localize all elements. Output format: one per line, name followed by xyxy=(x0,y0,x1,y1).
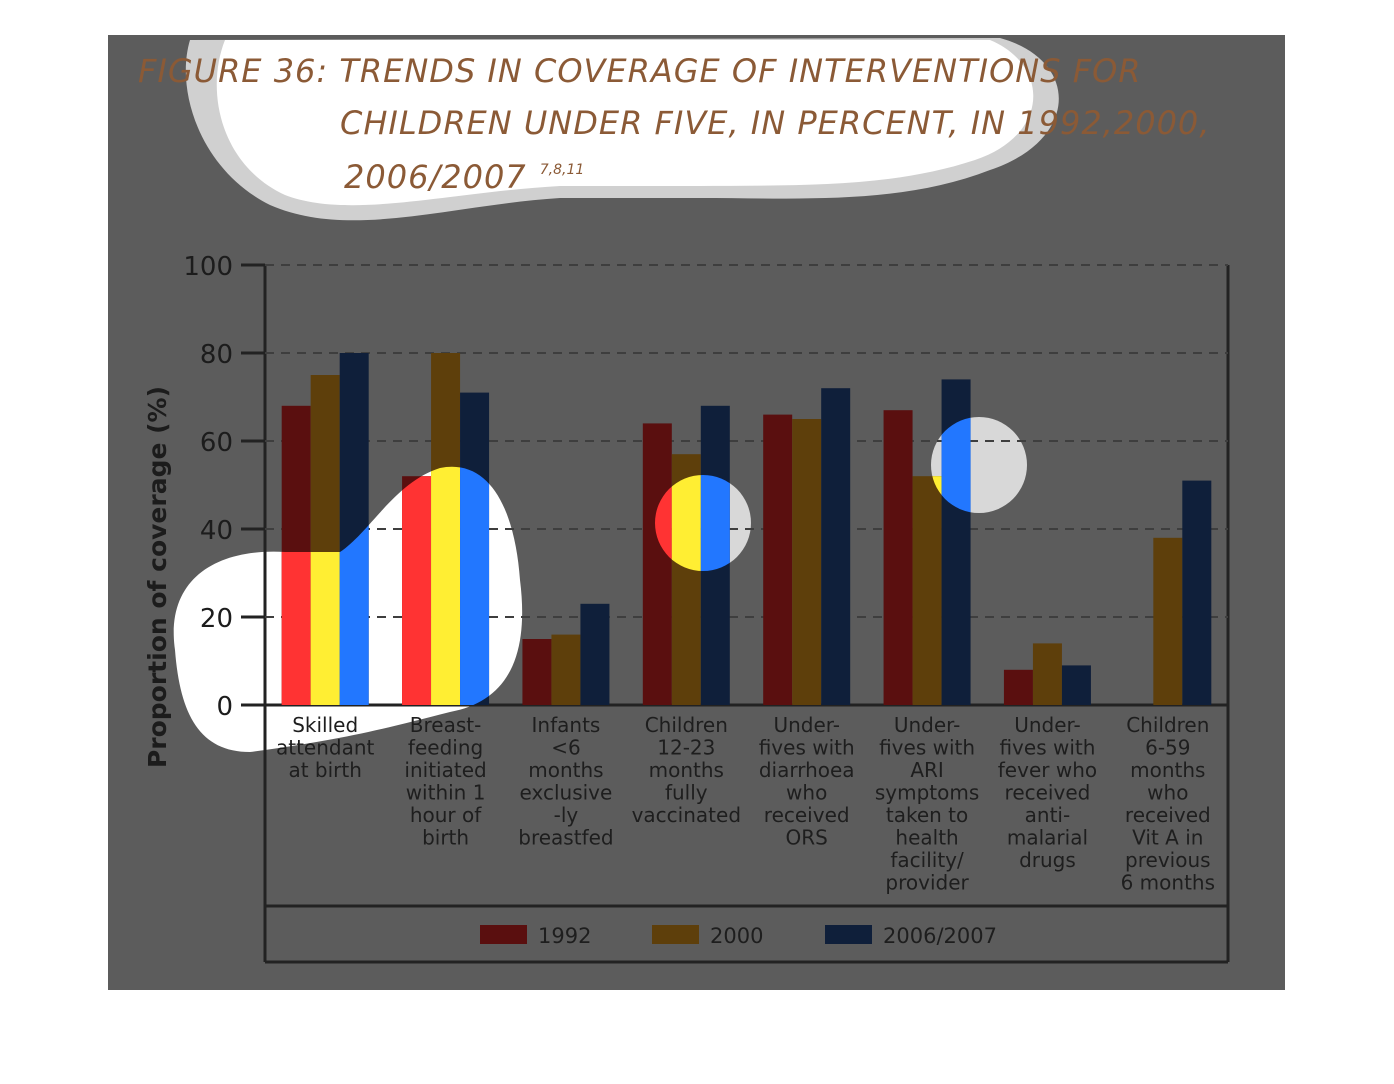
legend-swatch xyxy=(652,925,699,944)
category-label-line: Children xyxy=(645,713,728,737)
category-label-line: Breast- xyxy=(410,713,482,737)
bar-2006-2007 xyxy=(821,388,851,705)
category-label-line: 6 months xyxy=(1121,871,1215,895)
legend-swatch xyxy=(480,925,527,944)
bar-2000 xyxy=(792,419,822,705)
category-label-line: facility/ xyxy=(890,848,964,872)
y-axis-label: Proportion of coverage (%) xyxy=(143,386,172,768)
category-label-line: ARI xyxy=(910,758,943,782)
plot-frame xyxy=(263,265,1230,964)
category-label-line: months xyxy=(1130,758,1205,782)
category-label-line: taken to xyxy=(886,803,968,827)
category-label-line: Infants xyxy=(532,713,601,737)
category-label: Children 12-23 months fully vaccinated xyxy=(632,713,741,827)
bar-2000 xyxy=(912,476,942,705)
legend-label: 1992 xyxy=(538,924,591,948)
category-label: Under-fives with fever who received anti-ma… xyxy=(998,713,1097,872)
legend-label: 2006/2007 xyxy=(883,924,997,948)
category-label-line: -ly xyxy=(554,803,579,827)
chart-title-superscript: 7,8,11 xyxy=(540,162,585,178)
category-label-line: Children xyxy=(1126,713,1209,737)
category-label-line: within 1 xyxy=(406,781,486,805)
category-label-line: Under- xyxy=(773,713,839,737)
category-label-line: months xyxy=(528,758,603,782)
bar-2000 xyxy=(1032,643,1062,705)
category-label-line: who xyxy=(786,781,827,805)
category-label: Under-fives with ARI symptoms taken to healt… xyxy=(875,713,979,895)
category-label-line: vaccinated xyxy=(632,803,741,827)
category-label-line: Skilled xyxy=(292,713,358,737)
chart-title-line-3-text: 2006/2007 xyxy=(344,158,527,196)
category-label: Breast-feeding initiated within 1 hour of bi… xyxy=(404,713,486,850)
category-label-line: drugs xyxy=(1019,848,1076,872)
category-label-line: fives with xyxy=(759,736,855,760)
category-label-line: fever who xyxy=(998,758,1097,782)
category-label: Children 6-59 months who received Vit A in pre… xyxy=(1121,713,1215,895)
category-label-line: birth xyxy=(422,826,469,850)
category-label-line: provider xyxy=(885,871,969,895)
category-label-line: <6 xyxy=(551,736,580,760)
bar-1992 xyxy=(522,639,552,705)
chart-title-line-1: FIGURE 36: TRENDS IN COVERAGE OF INTERVE… xyxy=(138,52,1142,90)
category-label-line: received xyxy=(1125,803,1211,827)
category-label-line: anti- xyxy=(1025,803,1071,827)
y-tick-label: 0 xyxy=(216,692,233,722)
category-label-line: fully xyxy=(665,781,708,805)
y-tick-label: 100 xyxy=(183,252,233,282)
bar-1992 xyxy=(642,423,672,705)
bar-2006-2007 xyxy=(580,603,610,705)
category-label: Skilled attendant at birth xyxy=(276,713,375,782)
y-tick-label: 60 xyxy=(200,428,233,458)
category-label-line: 12-23 xyxy=(657,736,715,760)
category-label-line: received xyxy=(1005,781,1091,805)
category-label-line: symptoms xyxy=(875,781,979,805)
category-label-line: feeding xyxy=(408,736,483,760)
bar-highlight-1992 xyxy=(402,476,432,705)
bar-2000 xyxy=(551,634,581,705)
bar-2006-2007 xyxy=(1182,480,1212,705)
bar-2006-2007 xyxy=(1061,665,1091,705)
legend-label: 2000 xyxy=(710,924,763,948)
category-label-line: malarial xyxy=(1007,826,1088,850)
category-labels: Skilled attendant at birth Breast-feeding in… xyxy=(276,713,1215,895)
category-label-line: initiated xyxy=(404,758,486,782)
category-label-line: diarrhoea xyxy=(759,758,855,782)
category-label: Under-fives with diarrhoea who received ORS xyxy=(759,713,855,850)
y-tick-label: 80 xyxy=(200,340,233,370)
category-label-line: at birth xyxy=(288,758,361,782)
legend: 1992 2000 2006/2007 xyxy=(480,924,997,948)
y-tick-label: 40 xyxy=(200,516,233,546)
y-tick-label: 20 xyxy=(200,604,233,634)
category-label-line: breastfed xyxy=(518,826,613,850)
category-label-line: Under- xyxy=(1014,713,1080,737)
category-label-line: received xyxy=(764,803,850,827)
category-label-line: previous xyxy=(1125,848,1211,872)
bar-2000 xyxy=(1153,537,1183,705)
chart-title-line-3: 2006/2007 7,8,11 xyxy=(344,158,584,196)
category-label-line: hour of xyxy=(410,803,482,827)
category-label-line: health xyxy=(895,826,958,850)
chart-title-line-2: CHILDREN UNDER FIVE, IN PERCENT, IN 1992… xyxy=(340,104,1210,142)
category-label-line: months xyxy=(649,758,724,782)
y-axis-ticks: 0 20 40 60 80 100 xyxy=(183,252,265,722)
category-label-line: fives with xyxy=(999,736,1095,760)
category-label-line: ORS xyxy=(786,826,828,850)
category-label-line: exclusive xyxy=(520,781,613,805)
title-highlight xyxy=(216,40,1034,206)
category-label-line: fives with xyxy=(879,736,975,760)
category-label-line: Vit A in xyxy=(1132,826,1203,850)
legend-swatch xyxy=(825,925,872,944)
category-label-line: who xyxy=(1147,781,1188,805)
bar-1992 xyxy=(763,414,793,705)
bar-1992 xyxy=(1003,669,1033,705)
category-label-line: Under- xyxy=(894,713,960,737)
category-label-line: attendant xyxy=(276,736,375,760)
bar-1992 xyxy=(883,410,913,705)
category-label: Infants <6 months exclusive -ly breastfed xyxy=(518,713,613,850)
category-label-line: 6-59 xyxy=(1145,736,1190,760)
